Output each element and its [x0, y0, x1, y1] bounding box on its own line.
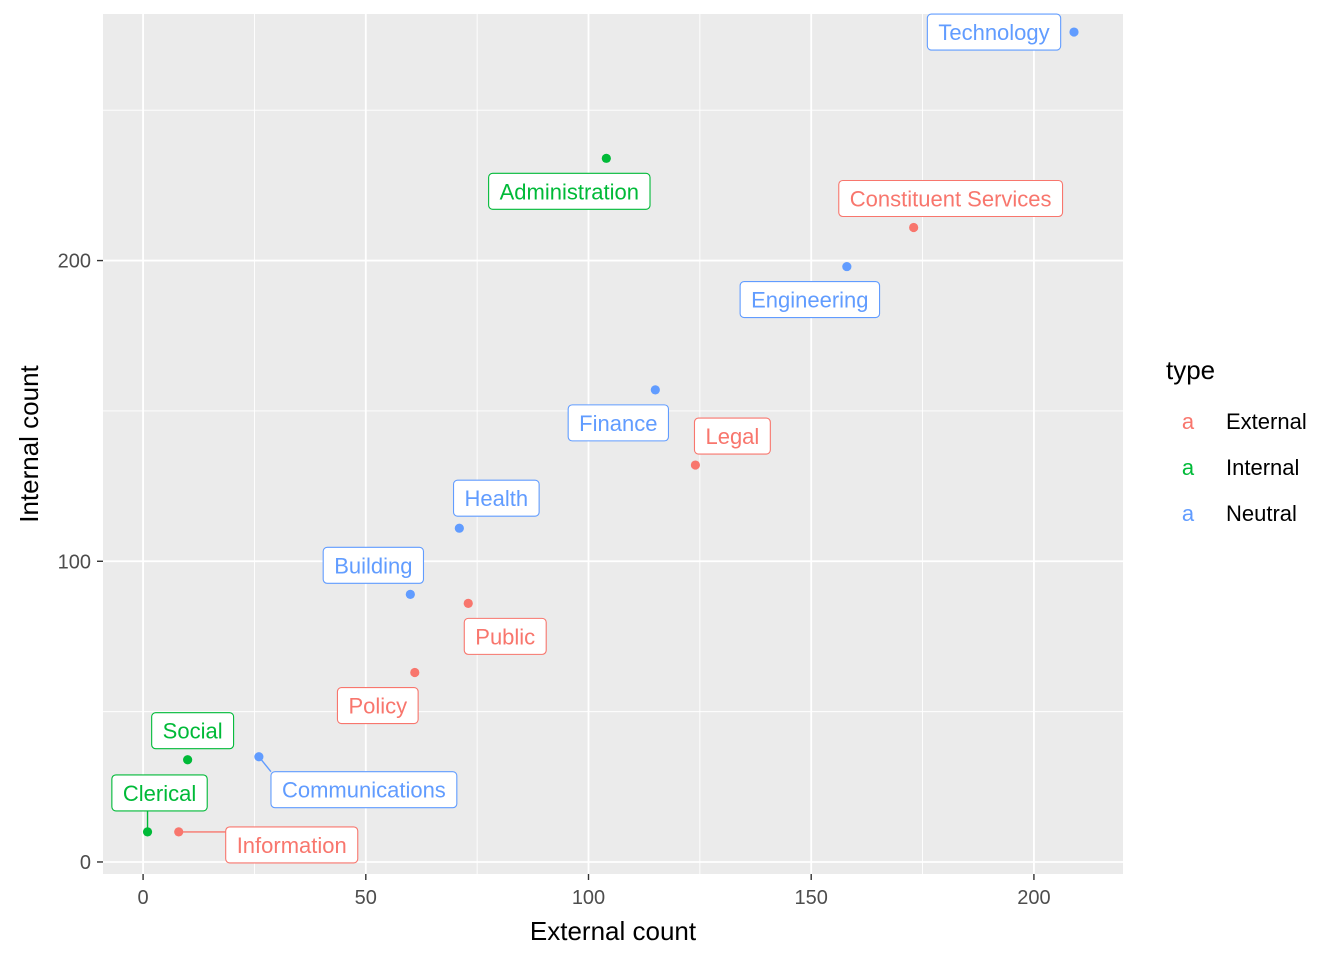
legend-key: a — [1182, 501, 1195, 526]
point-label: Constituent Services — [838, 179, 1064, 218]
label-box — [739, 281, 881, 319]
point-label: Engineering — [739, 281, 881, 319]
legend-items: a External a Internal a Neutral — [1182, 409, 1307, 526]
legend-title: type — [1166, 355, 1215, 385]
point-label: Technology — [926, 13, 1062, 51]
label-box — [926, 13, 1062, 51]
x-tick-label: 50 — [355, 887, 377, 909]
point-label: Health — [452, 479, 540, 517]
data-point — [183, 755, 193, 765]
y-tick-label: 0 — [80, 852, 91, 874]
label-text: Administration — [500, 179, 639, 204]
legend-label: Neutral — [1226, 501, 1297, 526]
point-label: Public — [463, 617, 547, 655]
label-box — [270, 771, 458, 809]
point-label: Legal — [693, 417, 771, 455]
data-point — [842, 261, 852, 272]
x-tick-label: 150 — [795, 887, 828, 909]
label-box — [225, 826, 359, 864]
label-box — [693, 417, 771, 455]
data-point — [463, 598, 473, 608]
x-tick-label: 100 — [572, 887, 605, 909]
label-box — [838, 179, 1064, 218]
label-box — [488, 172, 651, 210]
point-label: Social — [151, 712, 235, 750]
label-text: Constituent Services — [850, 186, 1052, 211]
data-point — [601, 153, 611, 163]
label-text: Legal — [705, 424, 759, 449]
y-tick-label: 100 — [58, 551, 91, 573]
y-axis-title: Internal count — [14, 364, 44, 522]
label-box — [336, 686, 419, 725]
label-text: Health — [465, 486, 529, 511]
y-axis-ticks: 0 100 200 — [58, 251, 103, 874]
point-label: Clerical — [111, 774, 208, 812]
data-point — [142, 827, 153, 837]
data-point — [405, 589, 415, 599]
label-box — [452, 479, 540, 517]
label-text: Finance — [579, 411, 657, 436]
legend-label: External — [1226, 409, 1307, 434]
label-text: Communications — [282, 778, 446, 803]
point-label: Building — [322, 546, 425, 584]
x-axis-ticks: 0 50 100 150 200 — [138, 874, 1051, 909]
x-tick-label: 200 — [1017, 887, 1050, 909]
point-label: Administration — [488, 172, 651, 210]
label-box — [151, 712, 235, 750]
label-box — [463, 617, 547, 655]
label-text: Engineering — [751, 288, 868, 313]
legend-label: Internal — [1226, 455, 1299, 480]
data-point — [909, 222, 919, 233]
legend: type a External a Internal a Neutral — [1166, 355, 1307, 526]
legend-key: a — [1182, 409, 1195, 434]
label-text: Information — [237, 833, 347, 858]
point-label: Information — [225, 826, 359, 864]
x-tick-label: 0 — [138, 887, 149, 909]
label-box — [567, 404, 670, 442]
data-point — [254, 752, 264, 762]
point-label: Communications — [270, 771, 458, 809]
data-point — [174, 827, 184, 837]
data-point — [650, 385, 660, 395]
data-point — [1069, 27, 1079, 37]
label-text: Technology — [938, 20, 1049, 45]
label-box — [322, 546, 425, 584]
data-point — [410, 667, 420, 678]
point-labels: Constituent Services Legal Public Policy Inf… — [111, 13, 1064, 864]
y-tick-label: 200 — [58, 251, 91, 273]
data-point — [690, 460, 701, 470]
label-text: Social — [163, 719, 223, 744]
label-text: Public — [475, 624, 535, 649]
legend-key: a — [1182, 455, 1195, 480]
label-text: Building — [334, 553, 412, 578]
point-label: Policy — [336, 686, 419, 725]
data-point — [454, 523, 464, 533]
label-box — [111, 774, 208, 812]
point-label: Finance — [567, 404, 670, 442]
label-text: Policy — [348, 694, 407, 719]
x-axis-title: External count — [530, 916, 697, 946]
plot-panel — [103, 14, 1123, 874]
label-text: Clerical — [123, 781, 196, 806]
data-points — [142, 27, 1079, 837]
